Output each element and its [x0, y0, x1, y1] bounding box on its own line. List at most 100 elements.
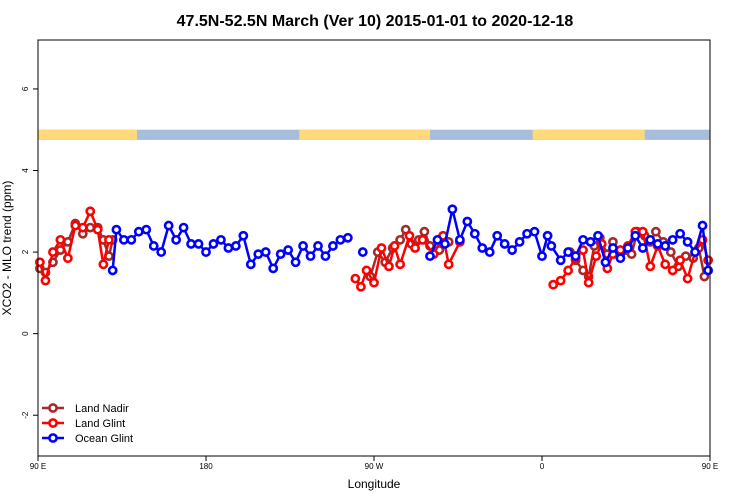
data-point: [384, 261, 394, 272]
data-point: [85, 206, 96, 217]
x-axis: 90 E 180 90 W 0 90 E: [30, 456, 718, 471]
y-axis-label: XCO2 - MLO trend (ppm): [0, 181, 14, 316]
data-point: [305, 251, 316, 262]
data-point: [507, 245, 518, 255]
data-point: [369, 277, 379, 288]
data-point: [111, 224, 122, 235]
data-point: [570, 251, 581, 262]
data-point: [645, 234, 656, 245]
land-segment-2: [532, 129, 645, 140]
data-point: [163, 220, 174, 231]
data-point: [660, 259, 671, 270]
data-point: [40, 275, 51, 286]
data-point: [645, 261, 656, 272]
data-point: [260, 247, 271, 257]
x-tick-label: 90 W: [365, 462, 384, 471]
y-tick-label: 4: [21, 168, 30, 173]
data-point: [62, 253, 73, 264]
data-point: [682, 273, 693, 284]
data-point: [98, 259, 109, 270]
data-point: [342, 232, 353, 243]
data-point: [675, 255, 686, 266]
data-point: [238, 230, 249, 241]
data-point: [85, 222, 96, 233]
data-point: [253, 249, 264, 260]
data-point: [328, 241, 338, 251]
data-point: [637, 243, 648, 253]
data-point: [667, 234, 678, 245]
legend-label: Ocean Glint: [75, 433, 133, 445]
data-point: [376, 243, 387, 253]
data-point: [697, 220, 708, 231]
data-point: [542, 230, 553, 241]
y-tick-label: 2: [21, 249, 30, 254]
data-point: [690, 247, 700, 257]
legend-label: Land Nadir: [75, 403, 129, 415]
data-point: [630, 230, 641, 241]
data-point: [356, 281, 366, 292]
data-point: [357, 247, 368, 257]
data-point: [667, 265, 678, 276]
data-point: [268, 263, 279, 274]
data-point: [70, 220, 81, 231]
data-point: [514, 236, 525, 247]
data-point: [283, 245, 294, 255]
data-point: [425, 251, 435, 262]
chart-title: 47.5N-52.5N March (Ver 10) 2015-01-01 to…: [177, 13, 574, 30]
legend: Land Nadir Land Glint Ocean Glint: [42, 403, 133, 445]
data-point: [193, 239, 204, 249]
data-point: [499, 239, 510, 249]
data-point: [171, 234, 182, 245]
data-point: [593, 230, 603, 241]
x-tick-label: 0: [540, 462, 545, 471]
data-point: [298, 241, 308, 251]
data-point: [417, 234, 428, 245]
data-point: [389, 241, 400, 251]
data-point: [275, 249, 286, 260]
series-ocean-glint: [107, 204, 714, 276]
data-point: [208, 239, 219, 249]
data-point: [682, 236, 693, 247]
x-axis-label: Longitude: [348, 477, 401, 491]
data-point: [462, 216, 473, 227]
data-point: [622, 243, 633, 253]
y-axis: -2 0 2 4 6: [21, 86, 38, 419]
data-point: [223, 243, 234, 253]
data-point: [563, 247, 574, 257]
data-point: [320, 251, 331, 262]
data-point: [178, 222, 189, 233]
data-point: [77, 222, 88, 233]
data-point: [537, 251, 547, 262]
data-point: [637, 226, 648, 237]
data-point: [361, 265, 372, 276]
data-point: [118, 234, 129, 245]
data-point: [148, 241, 159, 251]
data-point: [652, 239, 663, 249]
data-point: [615, 245, 626, 255]
data-point: [156, 247, 167, 257]
data-point: [34, 257, 45, 268]
x-tick-label: 180: [199, 462, 213, 471]
y-tick-label: 0: [21, 331, 30, 336]
x-tick-label: 90 E: [30, 462, 46, 471]
data-point: [583, 277, 594, 288]
data-point: [477, 243, 488, 253]
legend-entry-land-nadir: Land Nadir: [42, 403, 129, 415]
data-point: [469, 228, 480, 239]
legend-marker: [48, 403, 58, 413]
data-point: [432, 234, 443, 245]
data-point: [126, 234, 137, 245]
data-point: [615, 253, 626, 264]
data-point: [443, 259, 454, 270]
data-point: [555, 275, 566, 286]
data-point: [703, 265, 714, 276]
data-point: [484, 247, 495, 257]
data-point: [410, 243, 420, 253]
data-point: [675, 228, 686, 239]
data-point: [395, 234, 406, 245]
data-point: [563, 265, 574, 276]
data-point: [335, 234, 346, 245]
data-point: [608, 243, 618, 253]
data-point: [141, 224, 152, 235]
